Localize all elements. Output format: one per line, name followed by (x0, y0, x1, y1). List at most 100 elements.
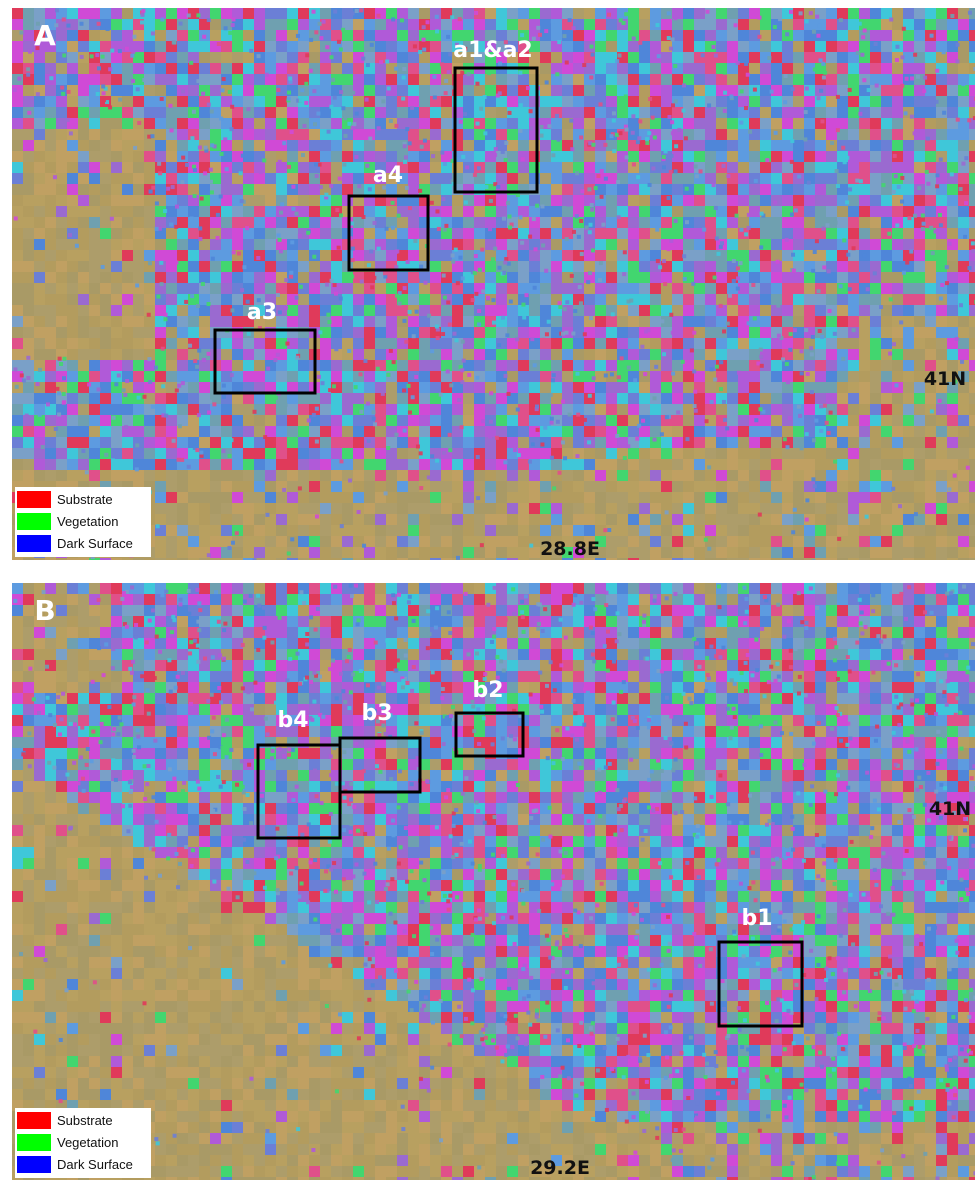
pixel-cell (826, 349, 838, 361)
pixel-cell (947, 305, 959, 317)
pixel-cell (958, 448, 970, 460)
pixel-cell (507, 8, 519, 20)
pixel-cell (749, 558, 761, 570)
pixel-cell (23, 470, 35, 482)
pixel-cell (309, 63, 321, 75)
pixel-cell (23, 85, 35, 97)
pixel-cell (639, 525, 651, 537)
pixel-cell (276, 41, 288, 53)
pixel-cell (353, 327, 365, 339)
speckle (381, 99, 385, 103)
pixel-cell (397, 360, 409, 372)
pixel-cell (958, 470, 970, 482)
pixel-cell (870, 228, 882, 240)
pixel-cell (639, 558, 651, 570)
pixel-cell (122, 140, 134, 152)
pixel-cell (12, 426, 24, 438)
pixel-cell (199, 481, 211, 493)
pixel-cell (474, 140, 486, 152)
speckle (476, 496, 480, 500)
pixel-cell (408, 459, 420, 471)
pixel-cell (254, 514, 266, 526)
pixel-cell (232, 294, 244, 306)
pixel-cell (243, 96, 255, 108)
pixel-cell (529, 481, 541, 493)
pixel-cell (507, 492, 519, 504)
pixel-cell (573, 470, 585, 482)
pixel-cell (23, 382, 35, 394)
pixel-cell (287, 151, 299, 163)
pixel-cell (639, 470, 651, 482)
pixel-cell (969, 173, 979, 185)
speckle (740, 89, 744, 93)
pixel-cell (738, 448, 750, 460)
speckle (394, 67, 398, 71)
pixel-cell (331, 503, 343, 515)
pixel-cell (716, 404, 728, 416)
pixel-cell (716, 118, 728, 130)
pixel-cell (914, 30, 926, 42)
pixel-cell (936, 514, 948, 526)
pixel-cell (221, 272, 233, 284)
speckle (389, 349, 393, 353)
pixel-cell (639, 536, 651, 548)
speckle (848, 287, 852, 291)
speckle (671, 37, 675, 41)
pixel-cell (705, 195, 717, 207)
pixel-cell (749, 74, 761, 86)
pixel-cell (947, 316, 959, 328)
pixel-cell (573, 8, 585, 20)
pixel-cell (419, 525, 431, 537)
pixel-cell (848, 30, 860, 42)
pixel-cell (683, 426, 695, 438)
speckle (216, 236, 220, 240)
speckle (492, 321, 496, 325)
pixel-cell (815, 140, 827, 152)
pixel-cell (12, 239, 24, 251)
pixel-cell (518, 503, 530, 515)
pixel-cell (496, 360, 508, 372)
pixel-cell (265, 184, 277, 196)
speckle (561, 440, 565, 444)
pixel-cell (419, 382, 431, 394)
pixel-cell (221, 360, 233, 372)
pixel-cell (199, 272, 211, 284)
pixel-cell (210, 272, 222, 284)
pixel-cell (584, 514, 596, 526)
pixel-cell (518, 173, 530, 185)
pixel-cell (188, 19, 200, 31)
pixel-cell (760, 140, 772, 152)
pixel-cell (34, 184, 46, 196)
pixel-cell (309, 239, 321, 251)
pixel-cell (793, 547, 805, 559)
pixel-cell (320, 228, 332, 240)
pixel-cell (210, 558, 222, 570)
pixel-cell (111, 129, 123, 141)
pixel-cell (628, 74, 640, 86)
pixel-cell (309, 294, 321, 306)
pixel-cell (628, 547, 640, 559)
pixel-cell (650, 217, 662, 229)
pixel-cell (969, 305, 979, 317)
pixel-cell (166, 151, 178, 163)
pixel-cell (705, 118, 717, 130)
pixel-cell (397, 349, 409, 361)
pixel-cell (958, 107, 970, 119)
pixel-cell (727, 481, 739, 493)
pixel-cell (199, 503, 211, 515)
pixel-cell (67, 382, 79, 394)
pixel-cell (738, 305, 750, 317)
pixel-cell (276, 63, 288, 75)
pixel-cell (562, 85, 574, 97)
speckle (571, 332, 575, 336)
pixel-cell (584, 294, 596, 306)
pixel-cell (166, 338, 178, 350)
pixel-cell (617, 184, 629, 196)
pixel-cell (122, 162, 134, 174)
pixel-cell (969, 30, 979, 42)
pixel-cell (826, 536, 838, 548)
pixel-cell (265, 492, 277, 504)
pixel-cell (793, 140, 805, 152)
pixel-cell (221, 470, 233, 482)
pixel-cell (793, 316, 805, 328)
